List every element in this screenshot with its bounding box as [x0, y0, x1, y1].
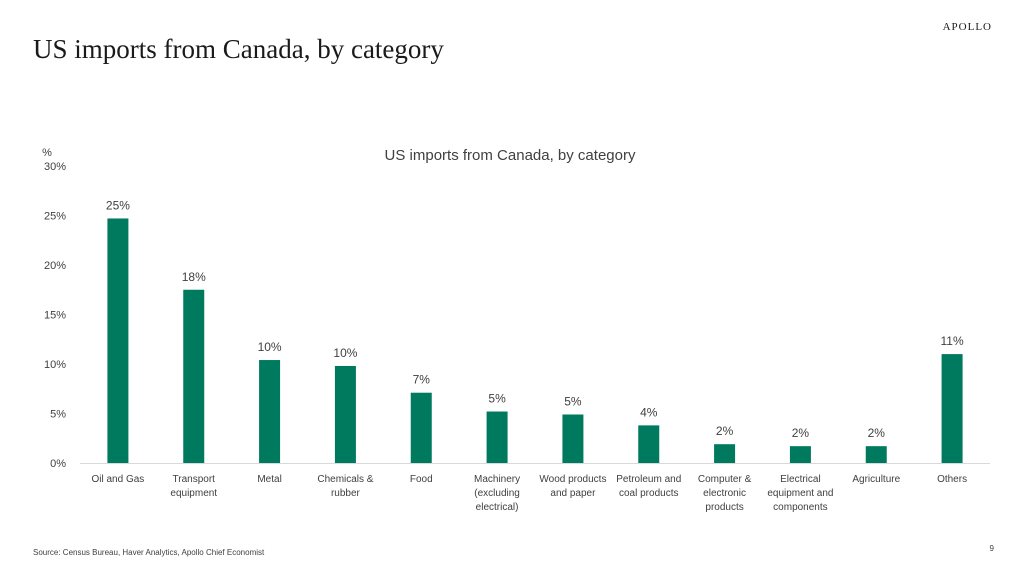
x-tick-label: Others	[937, 474, 967, 485]
page-title: US imports from Canada, by category	[33, 34, 444, 64]
y-tick-label: 20%	[44, 260, 66, 272]
bar	[638, 425, 660, 463]
data-label: 2%	[792, 426, 810, 440]
x-tick-label: Chemicals & rubber	[317, 474, 373, 499]
bar	[562, 414, 584, 463]
y-tick-label: 15%	[44, 310, 66, 322]
page-number: 9	[989, 544, 994, 553]
data-label: 25%	[106, 198, 130, 212]
bar	[183, 289, 205, 463]
y-tick-label: 10%	[44, 359, 66, 371]
data-label: 11%	[941, 334, 964, 348]
y-tick-label: 0%	[50, 458, 66, 470]
x-tick-label: Petroleum and coal products	[616, 474, 681, 499]
data-label: 10%	[258, 340, 282, 354]
y-tick-label: 30%	[44, 161, 66, 173]
x-tick-label: Wood products and paper	[539, 474, 606, 499]
bar	[259, 360, 281, 463]
x-tick-label: Oil and Gas	[92, 474, 145, 485]
x-tick-label: Agriculture	[852, 474, 900, 485]
x-tick-label: Food	[410, 474, 433, 485]
data-label: 4%	[640, 405, 658, 419]
bar	[410, 392, 432, 463]
chart-title: US imports from Canada, by category	[385, 147, 636, 164]
data-label: 18%	[182, 270, 206, 284]
bar	[334, 365, 356, 463]
y-tick-label: 25%	[44, 211, 66, 223]
data-label: 5%	[564, 394, 582, 408]
bar	[107, 218, 129, 463]
x-tick-label: Transport equipment	[170, 474, 217, 499]
data-label: 2%	[868, 426, 886, 440]
bar	[486, 411, 508, 463]
source-note: Source: Census Bureau, Haver Analytics, …	[33, 548, 265, 557]
bar	[714, 444, 736, 463]
y-tick-label: 5%	[50, 409, 66, 421]
bar	[941, 354, 963, 463]
x-tick-label: Electrical equipment and components	[767, 474, 833, 513]
data-label: 7%	[413, 373, 431, 387]
apollo-logo: APOLLO	[942, 21, 992, 33]
bar	[789, 446, 811, 463]
data-label: 5%	[488, 392, 506, 406]
y-axis-label: %	[42, 147, 52, 159]
data-label: 10%	[333, 346, 357, 360]
x-tick-label: Computer & electronic products	[698, 474, 752, 513]
x-tick-label: Machinery (excluding electrical)	[474, 474, 520, 513]
x-tick-label: Metal	[257, 474, 281, 485]
data-label: 2%	[716, 424, 734, 438]
bar	[865, 446, 887, 463]
